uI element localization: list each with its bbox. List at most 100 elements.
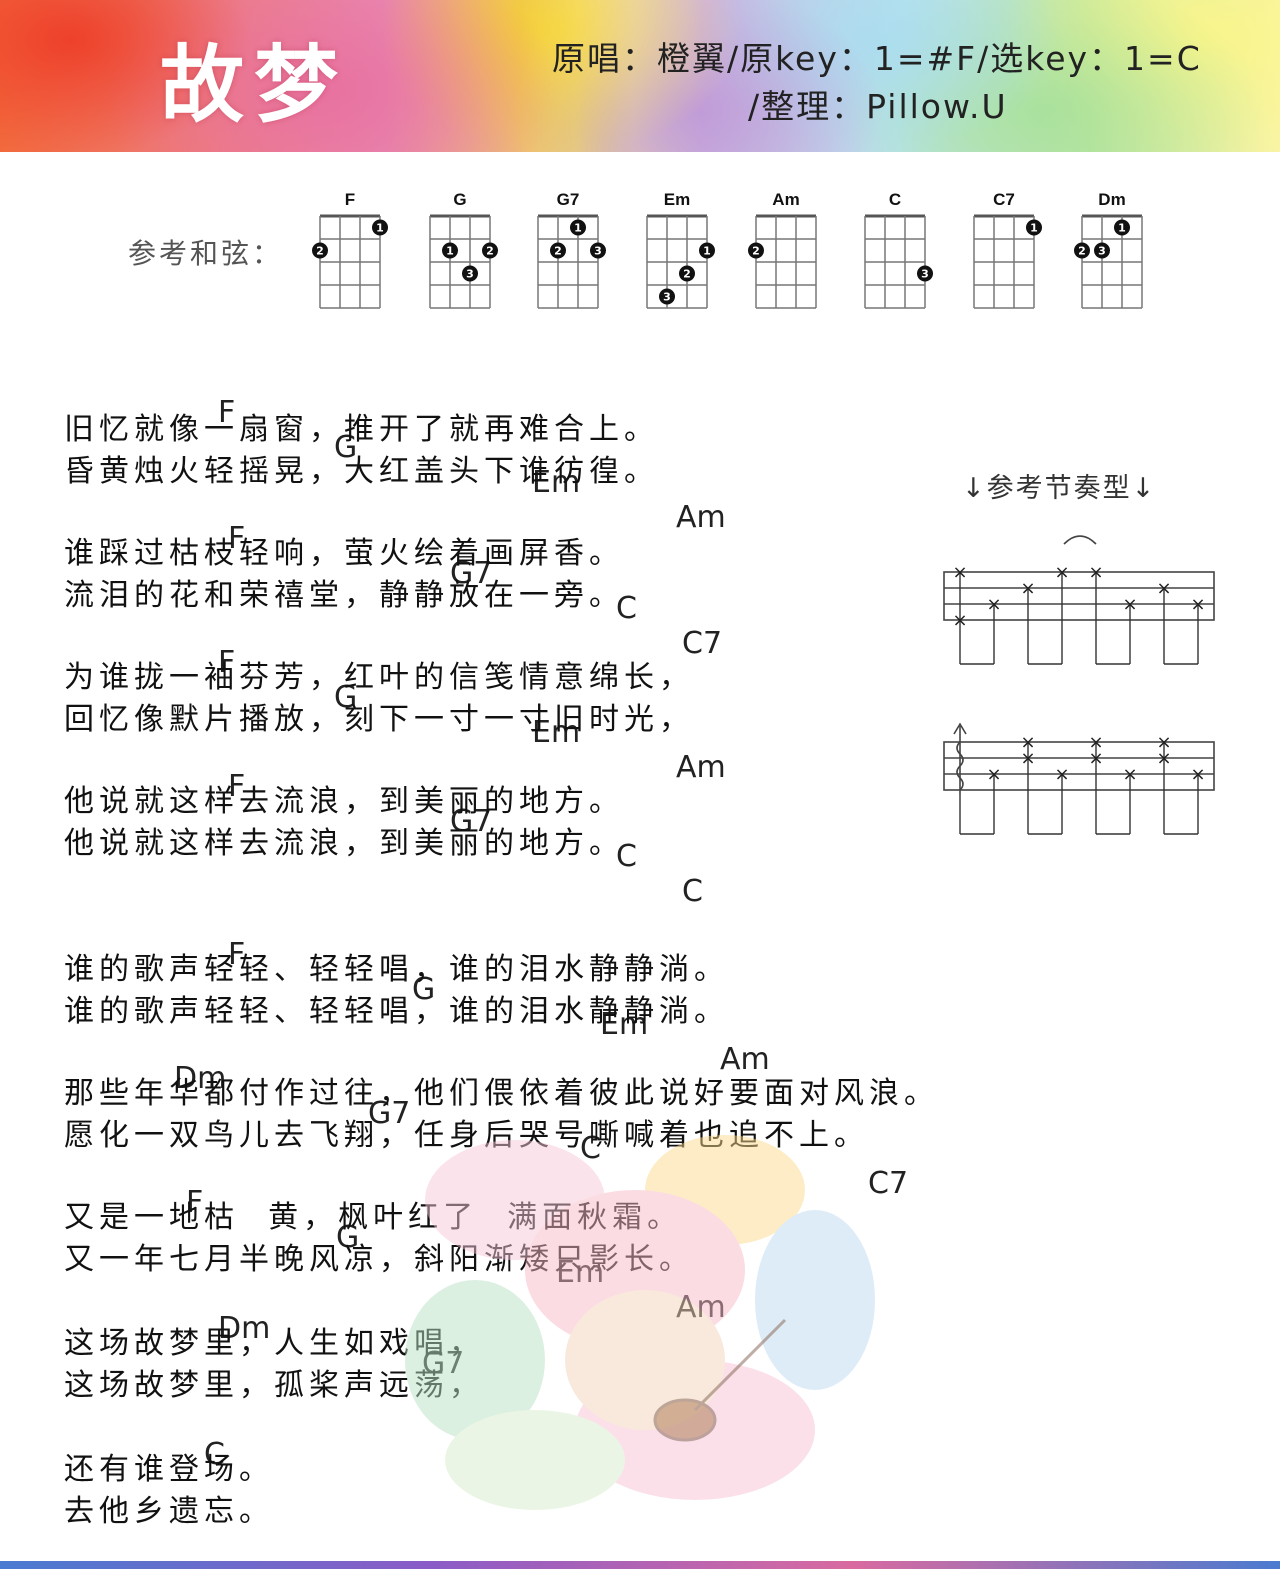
svg-text:3: 3 xyxy=(663,291,671,304)
chord-name: F xyxy=(344,190,356,209)
song-title: 故梦 xyxy=(160,35,349,134)
finger-dot: 2 xyxy=(679,265,695,282)
chord-symbol: G xyxy=(336,1220,360,1255)
chord-symbol: Em xyxy=(600,1007,649,1042)
watercolor-ukulele-illustration xyxy=(405,1135,875,1510)
chord-name: Dm xyxy=(1098,190,1126,209)
fretboard-grid: 3 xyxy=(864,214,933,309)
fretboard-grid: 12 xyxy=(312,214,388,309)
lyric-line: 去他乡遗忘。 xyxy=(64,1494,274,1529)
svg-text:×: × xyxy=(1156,732,1171,753)
svg-text:2: 2 xyxy=(683,268,691,281)
finger-dot: 1 xyxy=(1026,219,1042,236)
svg-text:×: × xyxy=(1088,748,1103,769)
finger-dot: 2 xyxy=(748,242,764,259)
chord-diagram-c7: C7 1 xyxy=(964,190,1044,310)
svg-text:×: × xyxy=(1156,578,1171,599)
finger-dot: 2 xyxy=(482,242,498,259)
chord-symbol: Dm xyxy=(218,1311,271,1346)
chord-diagram-am: Am 2 xyxy=(746,190,826,310)
svg-text:×: × xyxy=(1122,594,1137,615)
strum-x-marks: × ×× × ×× × ×× × xyxy=(986,732,1205,785)
svg-text:1: 1 xyxy=(1118,222,1126,235)
finger-dot: 3 xyxy=(917,265,933,282)
fretboard-grid: 1 23 xyxy=(429,214,498,309)
svg-text:1: 1 xyxy=(703,245,711,258)
svg-text:2: 2 xyxy=(486,245,494,258)
chord-symbol: C xyxy=(204,1437,225,1472)
lyric-line: 昏黄烛火轻摇晃，大红盖头下谁彷徨。 xyxy=(64,454,659,489)
svg-text:2: 2 xyxy=(554,245,562,258)
chord-line: F G Em Am xyxy=(64,360,726,570)
lyric-line: 又是一地枯 黄，枫叶红了 满面秋霜。 xyxy=(64,1200,683,1235)
lyric-line: 这场故梦里，孤桨声远荡， xyxy=(64,1368,484,1403)
chord-line: Dm G7 xyxy=(64,1276,464,1416)
strum-x-marks: × × × × × × × × × xyxy=(952,562,1205,631)
lyric-line: 这场故梦里，人生如戏唱， xyxy=(64,1326,484,1361)
tab-staff xyxy=(943,571,1215,621)
chord-line: F G Em Am xyxy=(64,610,726,820)
chord-symbol: C7 xyxy=(868,1166,909,1201)
finger-dot: 1 xyxy=(442,242,458,259)
chord-line: C xyxy=(64,1402,225,1507)
chord-symbol: C xyxy=(616,591,637,626)
chord-symbol: F xyxy=(228,521,246,556)
chord-symbol: Em xyxy=(532,715,581,750)
lyric-line: 他说就这样去流浪，到美丽的地方。 xyxy=(64,784,624,819)
rhythm-pattern-1: × × × × × × × × × xyxy=(943,535,1215,665)
chords-label: 参考和弦： xyxy=(128,237,284,270)
chord-name: G xyxy=(453,190,467,209)
fretboard-grid: 12 3 xyxy=(537,214,606,309)
chord-diagram-g7: G7 1 2 3 xyxy=(528,190,608,310)
lyric-line: 他说就这样去流浪，到美丽的地方。 xyxy=(64,826,624,861)
chord-symbol: G7 xyxy=(422,1346,464,1381)
rhythm-title: ↓参考节奏型↓ xyxy=(962,473,1157,504)
chord-name: G7 xyxy=(556,190,580,209)
chord-symbol: G7 xyxy=(450,556,493,591)
lyric-line: 谁的歌声轻轻、轻轻唱，谁的泪水静静淌。 xyxy=(64,994,729,1029)
fretboard-grid: 1 xyxy=(973,214,1042,309)
chord-symbol: F xyxy=(228,769,246,804)
finger-dot: 1 xyxy=(699,242,715,259)
header-banner: 故梦 原唱：橙翼/原key：1=#F/选key：1=C /整理：Pillow.U xyxy=(0,0,1280,152)
fretboard-grid: 2 xyxy=(748,214,817,309)
banner-veil xyxy=(520,0,1280,152)
chord-symbol: Em xyxy=(532,465,581,500)
fretboard-grid: 123 xyxy=(646,214,715,309)
lyric-line: 为谁拢一袖芬芳，红叶的信笺情意绵长， xyxy=(64,660,694,695)
svg-text:×: × xyxy=(952,562,967,583)
lyric-line: 回忆像默片播放，刻下一寸一寸旧时光， xyxy=(64,702,694,737)
lyric-line: 还有谁登场。 xyxy=(64,1452,274,1487)
svg-text:3: 3 xyxy=(594,245,602,258)
finger-dot: 3 xyxy=(590,242,606,259)
lyric-line: 愿化一双鸟儿去飞翔，任身后哭号嘶喊着也追不上。 xyxy=(64,1118,869,1153)
svg-text:1: 1 xyxy=(1030,222,1038,235)
finger-dot: 2 xyxy=(550,242,566,259)
svg-text:1: 1 xyxy=(574,222,582,235)
chord-symbol: G xyxy=(334,680,358,715)
chord-symbol: C xyxy=(682,874,703,909)
svg-text:×: × xyxy=(1020,748,1035,769)
chord-name: Am xyxy=(772,190,800,209)
finger-dot: 1 xyxy=(1114,219,1130,236)
song-meta-arranger: /整理：Pillow.U xyxy=(748,87,1008,126)
svg-text:3: 3 xyxy=(466,268,474,281)
finger-dot: 3 xyxy=(462,265,478,282)
chord-symbol: Am xyxy=(676,500,726,535)
chord-symbol: G xyxy=(334,430,358,465)
lyric-line: 谁的歌声轻轻、轻轻唱，谁的泪水静静淌。 xyxy=(64,952,729,987)
chord-symbol: Am xyxy=(720,1042,770,1077)
finger-dot: 1 xyxy=(372,219,388,236)
svg-text:×: × xyxy=(1122,764,1137,785)
lyric-line: 那些年华都付作过往，他们偎依着彼此说好要面对风浪。 xyxy=(64,1076,939,1111)
chord-name: C7 xyxy=(993,190,1015,209)
chord-symbol: C xyxy=(580,1131,601,1166)
svg-text:×: × xyxy=(1190,594,1205,615)
chord-diagram-em: Em 1 2 3 xyxy=(637,190,717,310)
tab-staff xyxy=(943,741,1215,791)
svg-text:2: 2 xyxy=(752,245,760,258)
svg-text:×: × xyxy=(1156,748,1171,769)
